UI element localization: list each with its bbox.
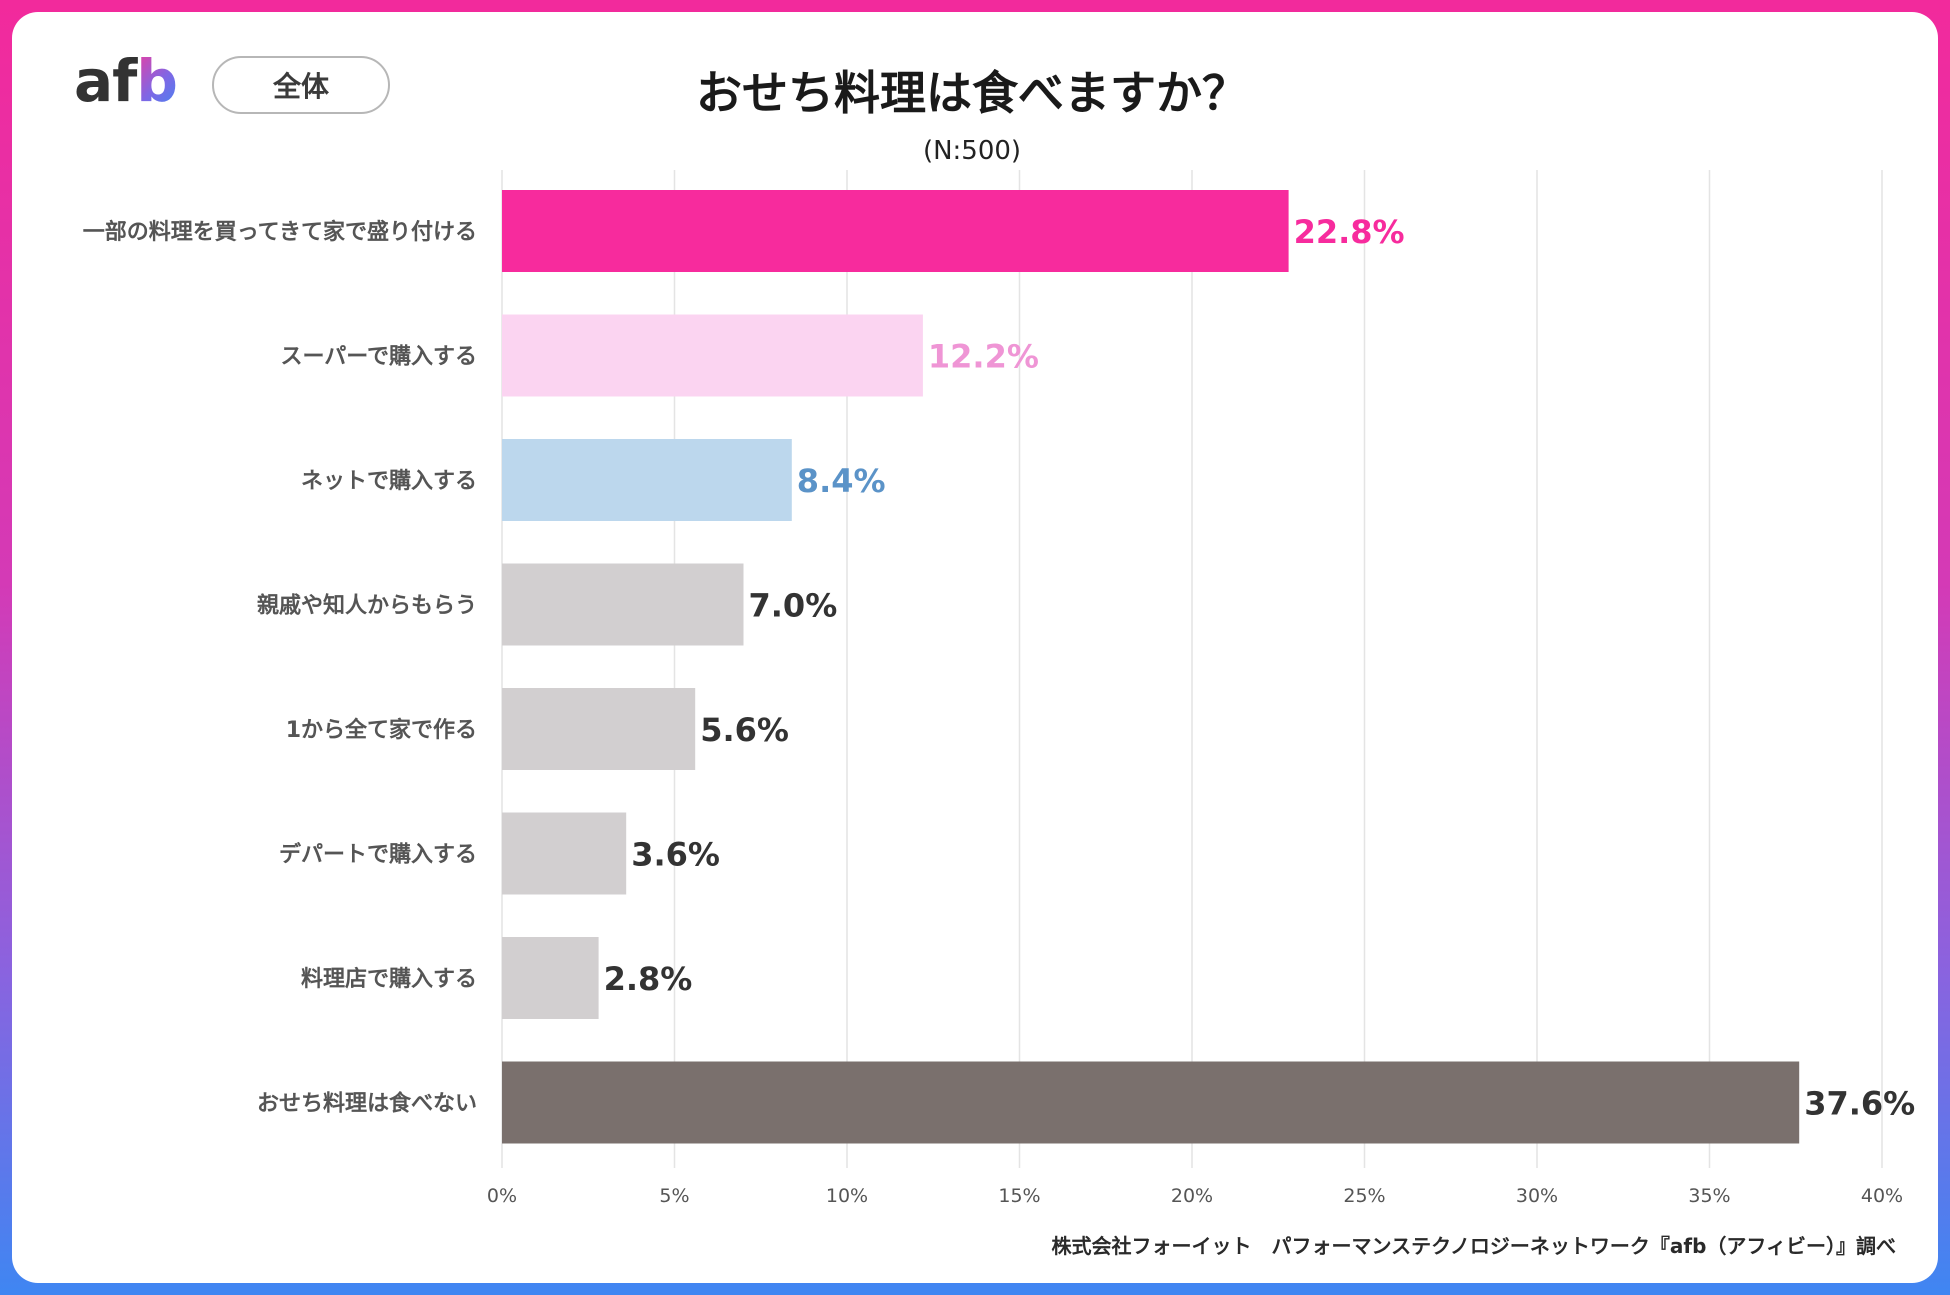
- x-tick-label: 35%: [1688, 1185, 1730, 1207]
- value-label: 2.8%: [604, 960, 693, 998]
- x-tick-label: 5%: [659, 1185, 689, 1207]
- bar: [502, 1061, 1800, 1144]
- bar: [502, 190, 1289, 272]
- x-tick-label: 30%: [1516, 1185, 1558, 1207]
- x-tick-label: 15%: [998, 1185, 1040, 1207]
- logo-letter-b: b: [136, 47, 178, 115]
- value-label: 37.6%: [1804, 1085, 1915, 1123]
- chart-card: afb 全体 おせち料理は食べますか？ (N:500) 一部の料理を買ってきて家…: [12, 12, 1938, 1283]
- x-axis-ticks: 0% 5% 10% 15% 20% 25% 30% 35% 40%: [487, 1185, 1903, 1207]
- x-tick-label: 0%: [487, 1185, 517, 1207]
- bar: [502, 563, 744, 646]
- value-label: 7.0%: [749, 587, 838, 625]
- logo-letter-f: f: [112, 47, 137, 115]
- value-label: 22.8%: [1294, 213, 1405, 251]
- value-label: 3.6%: [631, 836, 720, 874]
- x-tick-label: 40%: [1861, 1185, 1903, 1207]
- bar-chart: 一部の料理を買ってきて家で盛り付けるスーパーで購入するネットで購入する親戚や知人…: [83, 170, 1916, 1207]
- category-label: おせち料理は食べない: [257, 1091, 477, 1117]
- category-label: ネットで購入する: [301, 469, 477, 494]
- logo-letter-a: a: [74, 47, 113, 115]
- bar: [502, 937, 599, 1019]
- bar: [502, 812, 627, 895]
- category-label: 一部の料理を買ってきて家で盛り付ける: [83, 219, 477, 245]
- sample-size: (N:500): [922, 136, 1022, 166]
- value-label: 12.2%: [928, 338, 1039, 376]
- category-label: 料理店で購入する: [301, 967, 477, 992]
- bars: [502, 190, 1800, 1144]
- value-label: 5.6%: [700, 711, 789, 749]
- value-label: 8.4%: [797, 462, 886, 500]
- category-label: スーパーで購入する: [281, 345, 477, 370]
- value-labels: 22.8% 12.2% 8.4% 7.0% 5.6% 3.6% 2.8% 37.6%: [604, 213, 1916, 1123]
- bar: [502, 688, 696, 770]
- scope-badge: 全体: [212, 56, 390, 114]
- x-tick-label: 20%: [1171, 1185, 1213, 1207]
- x-tick-label: 25%: [1343, 1185, 1385, 1207]
- chart-title: おせち料理は食べますか？: [696, 66, 1248, 120]
- category-label: 親戚や知人からもらう: [257, 593, 477, 619]
- x-tick-label: 10%: [826, 1185, 868, 1207]
- afb-logo: afb: [74, 52, 178, 110]
- bar: [502, 314, 923, 397]
- category-label: 1から全て家で作る: [286, 717, 477, 743]
- category-labels: 一部の料理を買ってきて家で盛り付けるスーパーで購入するネットで購入する親戚や知人…: [83, 219, 477, 1117]
- source-credit: 株式会社フォーイット パフォーマンステクノロジーネットワーク『afb（アフィビー…: [1051, 1234, 1896, 1258]
- category-label: デパートで購入する: [279, 842, 477, 868]
- bar: [502, 439, 792, 521]
